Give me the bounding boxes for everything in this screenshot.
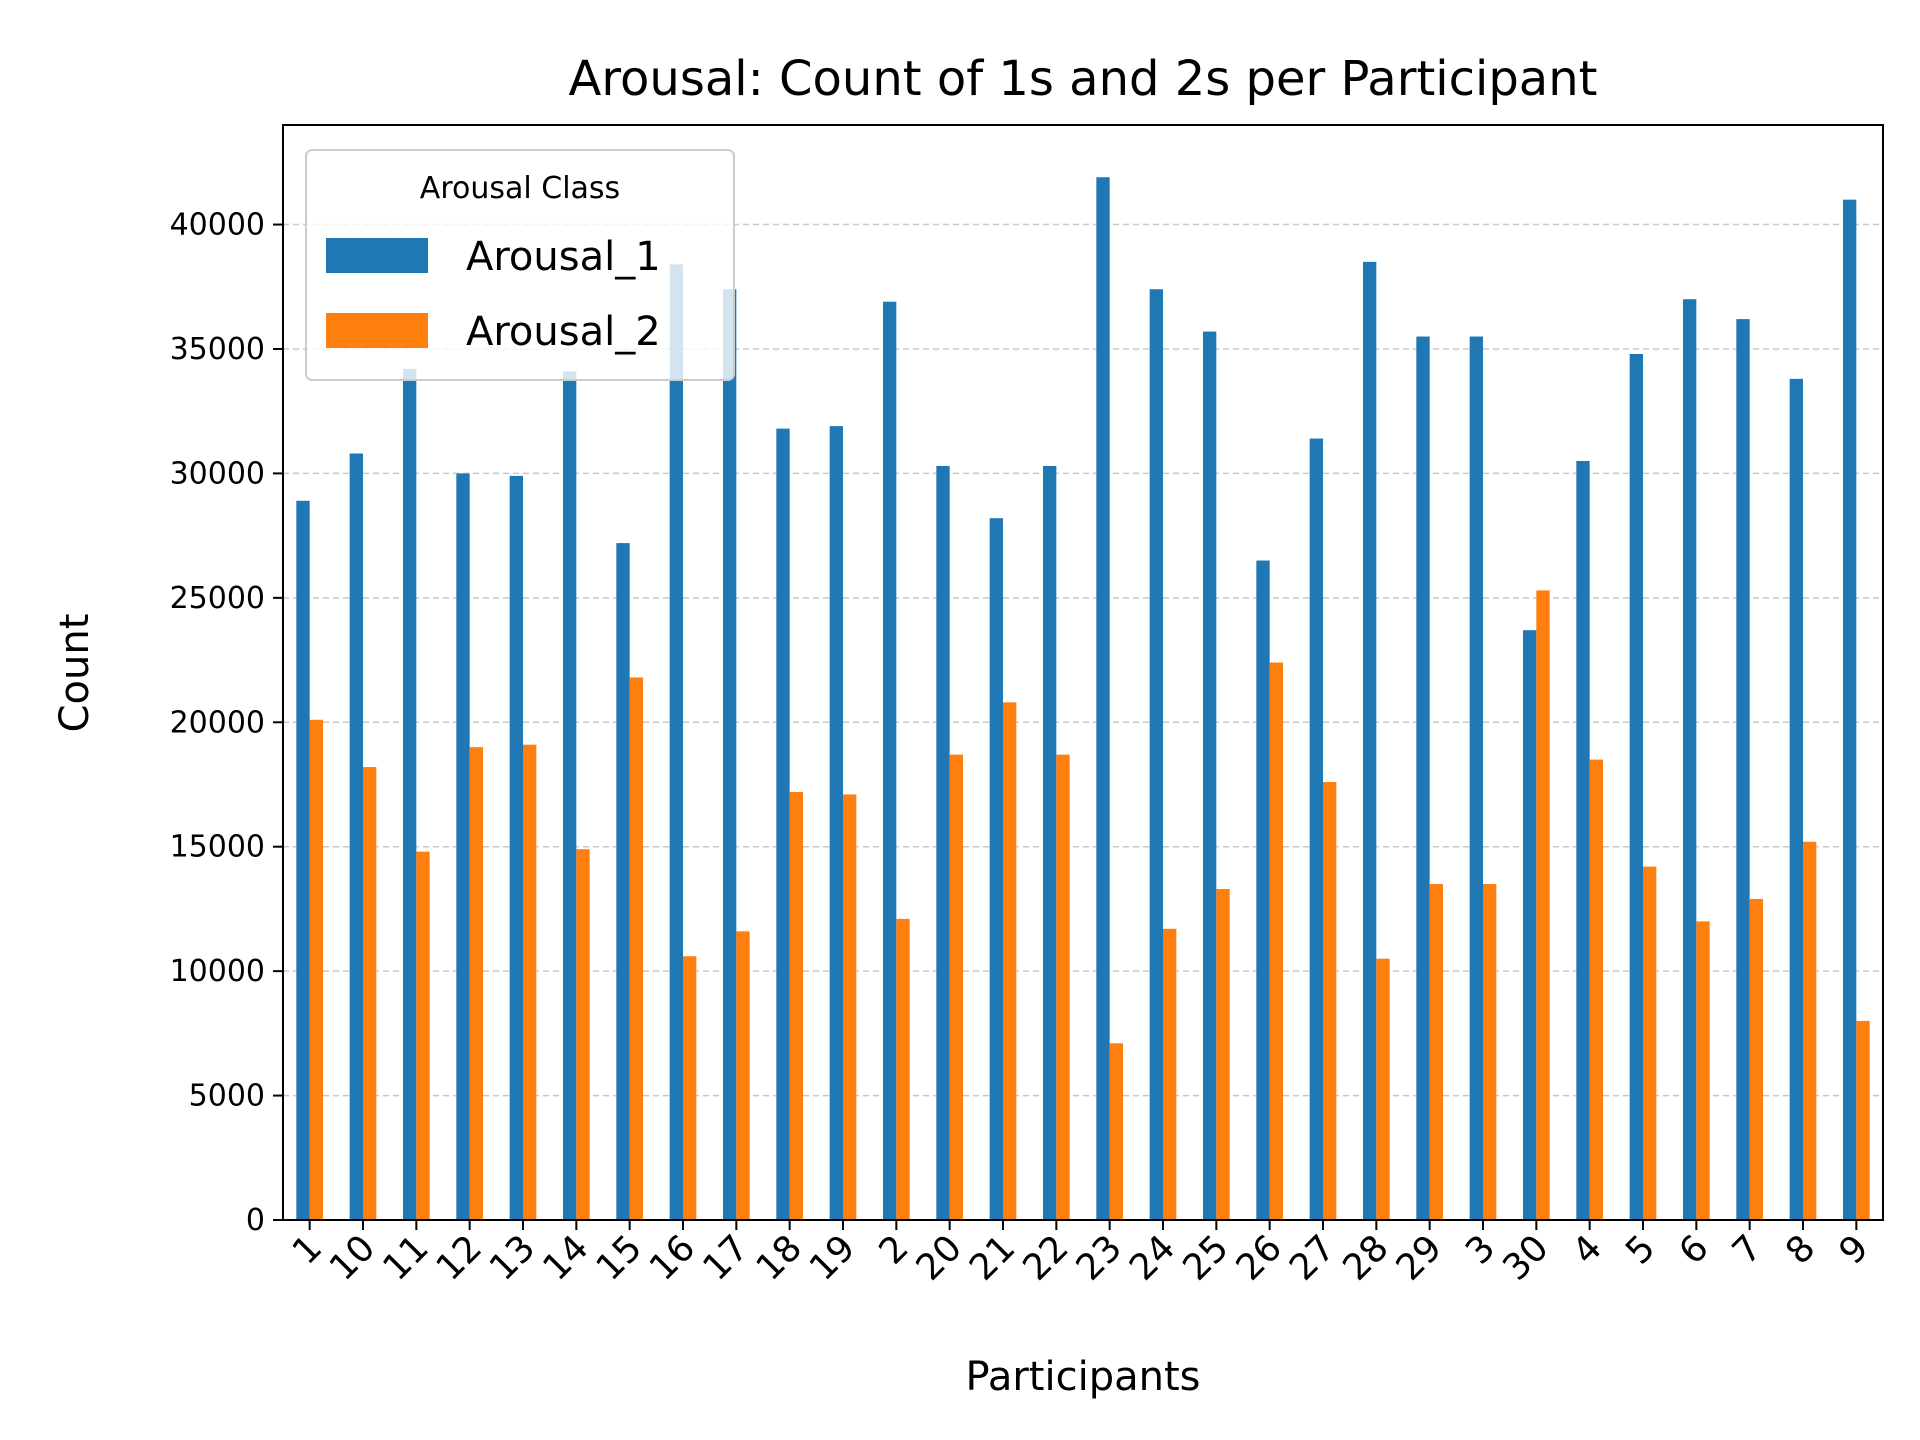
y-tick-label: 25000 [170, 581, 265, 616]
legend: Arousal Class Arousal_1 Arousal_2 [305, 149, 735, 381]
bar-arousal-1 [349, 453, 363, 1220]
bar-arousal-2 [1589, 759, 1603, 1220]
bar-arousal-1 [456, 473, 470, 1221]
bar-arousal-1 [1363, 261, 1377, 1220]
bar-arousal-1 [1736, 319, 1750, 1220]
bar-arousal-1 [829, 426, 843, 1220]
bar-arousal-1 [883, 301, 897, 1220]
y-tick-label: 35000 [170, 332, 265, 367]
bar-arousal-2 [1163, 928, 1177, 1220]
bar-arousal-2 [683, 956, 697, 1220]
bar-arousal-2 [469, 747, 483, 1220]
bar-arousal-2 [1483, 884, 1497, 1220]
bar-arousal-1 [616, 543, 630, 1220]
bar-arousal-1 [1629, 353, 1643, 1220]
bar-arousal-2 [1429, 884, 1443, 1220]
y-tick-label: 40000 [170, 208, 265, 243]
bar-arousal-2 [1803, 841, 1817, 1220]
bar-arousal-2 [949, 754, 963, 1220]
bars [296, 177, 1870, 1221]
bar-arousal-1 [1256, 560, 1270, 1220]
bar-arousal-2 [1269, 662, 1283, 1220]
y-tick-label: 0 [246, 1203, 265, 1238]
y-tick-label: 30000 [170, 456, 265, 491]
bar-arousal-1 [1416, 336, 1430, 1221]
bar-arousal-2 [1216, 889, 1230, 1220]
bar-arousal-2 [736, 931, 750, 1220]
bar-arousal-1 [1469, 336, 1483, 1221]
y-tick-label: 20000 [170, 705, 265, 740]
bar-arousal-2 [1376, 958, 1390, 1220]
bar-arousal-1 [1789, 378, 1803, 1220]
bar-arousal-2 [576, 849, 590, 1220]
x-axis-label: Participants [966, 1354, 1201, 1400]
y-axis-label: Count [52, 614, 98, 733]
bar-arousal-1 [1309, 438, 1323, 1220]
legend-swatch-arousal-2 [326, 313, 428, 348]
y-axis: 0 5000 10000 15000 20000 25000 30000 35000 40000 [170, 208, 283, 1238]
legend-label-arousal-1: Arousal_1 [466, 234, 661, 280]
bar-arousal-2 [309, 719, 323, 1220]
plot-frame [282, 124, 1884, 1221]
bar-arousal-1 [936, 465, 950, 1220]
bar-arousal-2 [363, 767, 377, 1220]
bar-arousal-1 [669, 264, 683, 1220]
bar-arousal-1 [1683, 299, 1697, 1220]
legend-swatch-arousal-1 [326, 238, 428, 273]
bar-arousal-1 [723, 289, 737, 1220]
bar-arousal-2 [1323, 782, 1337, 1220]
legend-title: Arousal Class [420, 171, 620, 206]
bar-arousal-1 [1096, 177, 1110, 1221]
bar-arousal-2 [789, 791, 803, 1220]
bar-arousal-1 [776, 428, 790, 1220]
bar-arousal-2 [523, 744, 537, 1220]
bar-arousal-2 [843, 794, 857, 1220]
bar-arousal-1 [403, 368, 417, 1220]
bar-arousal-1 [563, 371, 577, 1220]
bar-arousal-1 [509, 475, 523, 1221]
y-tick-label: 10000 [170, 954, 265, 989]
bar-arousal-1 [989, 518, 1003, 1220]
bar-arousal-1 [1149, 289, 1163, 1220]
legend-label-arousal-2: Arousal_2 [466, 309, 661, 355]
bar-arousal-2 [896, 918, 910, 1220]
bar-arousal-2 [1109, 1043, 1123, 1220]
bar-arousal-2 [1003, 702, 1017, 1220]
bar-arousal-1 [1576, 460, 1590, 1220]
bar-arousal-2 [1056, 754, 1070, 1220]
bar-arousal-1 [1843, 199, 1857, 1221]
bar-arousal-1 [1523, 630, 1537, 1220]
bar-arousal-1 [296, 500, 310, 1221]
bar-arousal-2 [416, 851, 430, 1220]
bar-arousal-1 [1203, 331, 1217, 1220]
bar-arousal-2 [1856, 1020, 1870, 1220]
chart-title: Arousal: Count of 1s and 2s per Particip… [569, 51, 1598, 107]
bar-arousal-2 [1536, 590, 1550, 1220]
y-tick-label: 5000 [189, 1079, 265, 1114]
bar-arousal-2 [1696, 921, 1710, 1220]
bar-arousal-1 [1043, 465, 1057, 1220]
bar-arousal-2 [629, 677, 643, 1220]
y-tick-label: 15000 [170, 830, 265, 865]
bar-arousal-2 [1643, 866, 1657, 1220]
bar-arousal-2 [1749, 898, 1763, 1220]
